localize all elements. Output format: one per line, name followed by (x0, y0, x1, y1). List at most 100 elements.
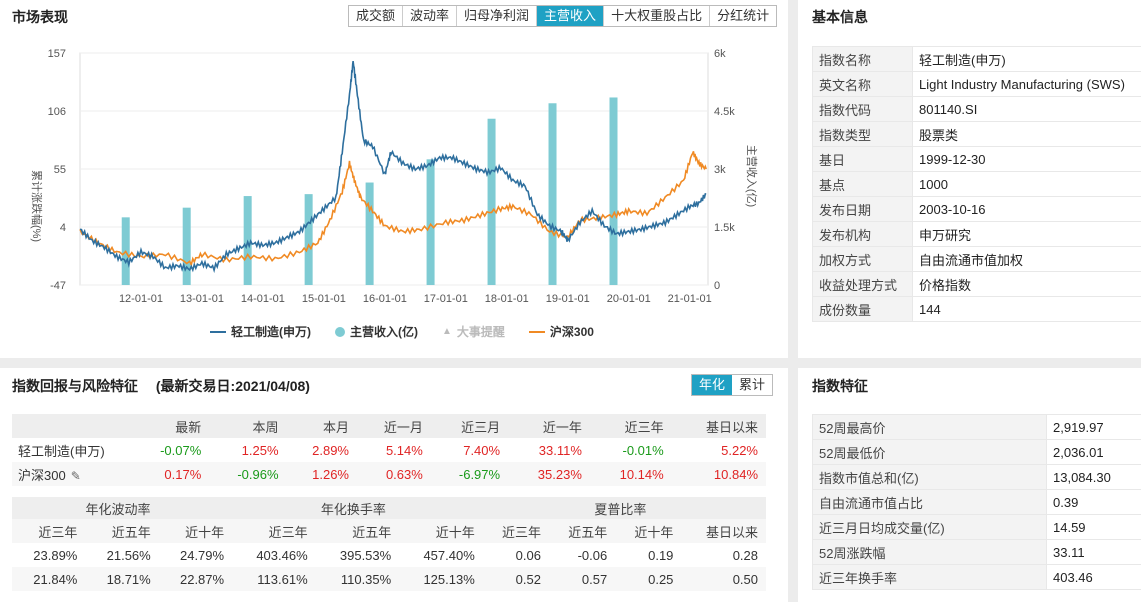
market-panel: 市场表现 成交额 波动率 归母净利润 主营收入 十大权重股占比 分红统计 157 106 55… (0, 0, 788, 358)
tab-2[interactable]: 归母净利润 (457, 6, 538, 26)
legend-revenue-label: 主营收入(亿) (350, 325, 418, 339)
returns-value: -6.97% (458, 466, 501, 482)
legend-hs300-label: 沪深300 (549, 325, 594, 339)
risk-sub-header: 近五年 (85, 519, 159, 543)
basic-info-value: Light Industry Manufacturing (SWS) (912, 71, 1141, 97)
basic-info-value: 价格指数 (912, 271, 1141, 297)
feature-key: 52周涨跌幅 (812, 539, 1047, 565)
basic-info-key: 英文名称 (812, 71, 913, 97)
chart-legend: 轻工制造(申万) 主营收入(亿) ▲ 大事提醒 沪深300 (210, 323, 594, 340)
x-tick-label: 12-01-01 (119, 293, 163, 305)
risk-sub-header: 近三年 (482, 519, 549, 543)
left-axis-label: 累计涨跌幅(%) (30, 170, 44, 242)
legend-event[interactable]: ▲ 大事提醒 (442, 323, 505, 340)
basic-info-key: 基日 (812, 146, 913, 172)
risk-sub-header: 近五年 (315, 519, 400, 543)
x-tick-label: 19-01-01 (546, 293, 590, 305)
feature-row: 指数市值总和(亿) 13,084.30 (812, 464, 1141, 490)
annualized-toggle[interactable]: 年化 (692, 375, 733, 395)
returns-header-cell: 本周 (209, 414, 287, 438)
revenue-bar (304, 194, 313, 285)
feature-value: 2,919.97 (1046, 414, 1141, 440)
risk-sub-header: 近五年 (548, 519, 616, 543)
basic-info-value: 轻工制造(申万) (912, 46, 1141, 72)
basic-info-row: 英文名称 Light Industry Manufacturing (SWS) (812, 71, 1141, 97)
legend-revenue[interactable]: 主营收入(亿) (335, 323, 418, 340)
risk-value: 113.61% (257, 571, 308, 587)
risk-value: 0.25 (648, 571, 674, 587)
returns-value: 1.26% (312, 466, 349, 482)
right-tick-label: 4.5k (714, 106, 735, 118)
index-features-table: 52周最高价 2,919.97 52周最低价 2,036.01 指数市值总和(亿) 13,… (812, 414, 1141, 590)
returns-value: 10.84% (713, 466, 758, 482)
basic-info-value: 申万研究 (912, 221, 1141, 247)
risk-value: 21.56% (106, 547, 151, 563)
tab-1[interactable]: 波动率 (403, 6, 458, 26)
index-features-panel: 指数特征 52周最高价 2,919.97 52周最低价 2,036.01 指数市值总和(… (798, 368, 1141, 602)
risk-sub-header: 基日以来 (681, 519, 766, 543)
basic-info-row: 发布机构 申万研究 (812, 221, 1141, 247)
basic-info-row: 指数代码 801140.SI (812, 96, 1141, 122)
risk-sub-header: 近三年 (232, 519, 316, 543)
basic-info-title: 基本信息 (812, 9, 868, 25)
returns-header-row: 最新 本周 本月 近一月 近三月 近一年 近三年 基日以来 (12, 414, 766, 438)
legend-hs300[interactable]: 沪深300 (528, 323, 594, 340)
risk-value: 0.52 (515, 571, 541, 587)
feature-key: 近三年换手率 (812, 564, 1047, 590)
basic-info-value: 801140.SI (912, 96, 1141, 122)
risk-group-header: 年化波动率 (12, 497, 233, 519)
basic-info-row: 成份数量 144 (812, 296, 1141, 322)
revenue-bar (365, 182, 374, 285)
feature-row: 52周最低价 2,036.01 (812, 439, 1141, 465)
risk-value: 0.28 (732, 547, 758, 563)
basic-info-value: 2003-10-16 (912, 196, 1141, 222)
returns-value: 7.40% (463, 442, 501, 458)
basic-info-key: 指数代码 (812, 96, 913, 122)
basic-info-key: 指数名称 (812, 46, 913, 72)
returns-header-cell: 近一年 (508, 414, 590, 438)
feature-key: 自由流通市值占比 (812, 489, 1047, 515)
risk-sub-header: 近三年 (12, 519, 86, 543)
feature-row: 近三月日均成交量(亿) 14.59 (812, 514, 1141, 540)
returns-value: 1.25% (241, 442, 279, 458)
returns-header-cell: 最新 (132, 414, 210, 438)
feature-key: 指数市值总和(亿) (812, 464, 1047, 490)
risk-value: 0.57 (581, 571, 608, 587)
basic-info-value: 1999-12-30 (912, 146, 1141, 172)
risk-row: 21.84% 18.71% 22.87% 113.61% 110.35% 125.13% 0… (12, 567, 766, 591)
feature-row: 52周最高价 2,919.97 (812, 414, 1141, 440)
basic-info-value: 144 (912, 296, 1141, 322)
right-tick-label: 1.5k (714, 222, 735, 234)
x-tick-label: 16-01-01 (363, 293, 407, 305)
right-tick-label: 3k (714, 164, 726, 176)
returns-row-label: 沪深300 (18, 467, 66, 483)
tab-4[interactable]: 十大权重股占比 (604, 6, 711, 26)
basic-info-row: 指数名称 轻工制造(申万) (812, 46, 1141, 72)
edit-icon[interactable]: ✎ (70, 468, 81, 483)
cumulative-toggle[interactable]: 累计 (739, 377, 766, 392)
risk-value: 110.35% (340, 571, 392, 587)
legend-index[interactable]: 轻工制造(申万) (210, 323, 311, 340)
risk-value: 24.79% (179, 547, 225, 563)
returns-value: 5.14% (385, 442, 423, 458)
tab-0[interactable]: 成交额 (349, 6, 404, 26)
basic-info-key: 成份数量 (812, 296, 913, 322)
x-tick-label: 21-01-01 (668, 293, 712, 305)
tab-5[interactable]: 分红统计 (710, 6, 777, 26)
tab-3[interactable]: 主营收入 (537, 6, 605, 26)
market-tabs: 成交额 波动率 归母净利润 主营收入 十大权重股占比 分红统计 (348, 5, 778, 27)
returns-value: 33.11% (538, 442, 582, 458)
x-tick-label: 20-01-01 (607, 293, 651, 305)
returns-header-cell: 近三年 (589, 414, 672, 438)
market-title: 市场表现 (12, 9, 68, 25)
returns-value: 5.22% (721, 442, 758, 458)
returns-header-cell (12, 414, 132, 438)
returns-value: 0.63% (385, 466, 423, 482)
risk-value: -0.06 (577, 547, 608, 563)
returns-row: 沪深300 ✎ 0.17% -0.96% 1.26% 0.63% -6.97% 35.23% 1… (12, 462, 766, 486)
feature-value: 403.46 (1046, 564, 1141, 590)
basic-info-row: 收益处理方式 价格指数 (812, 271, 1141, 297)
basic-info-row: 指数类型 股票类 (812, 121, 1141, 147)
risk-value: 22.87% (179, 571, 225, 587)
x-tick-label: 17-01-01 (424, 293, 468, 305)
